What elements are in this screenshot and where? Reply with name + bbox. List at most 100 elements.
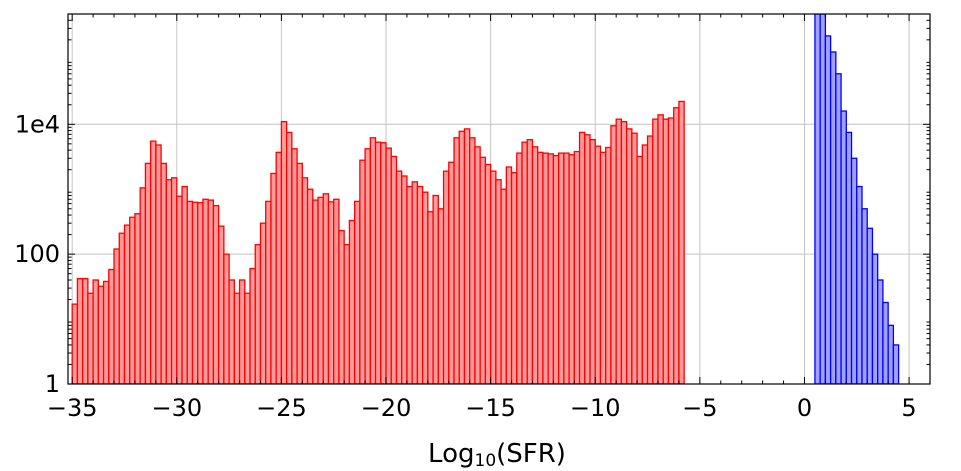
x-tick-label: 5 [901,394,916,422]
red-histogram-bar [484,163,492,384]
red-histogram-bar [469,137,476,384]
red-histogram-bar [584,134,591,384]
red-histogram-bar [620,120,628,384]
histogram-bars [71,14,900,384]
red-histogram-bar [531,146,539,384]
red-histogram-bar [265,200,272,384]
red-histogram-bar [275,151,283,384]
axis-ticks [68,14,931,385]
red-histogram-bar [411,181,419,384]
red-histogram-bar [678,100,685,384]
red-histogram-bar [526,139,534,384]
red-histogram-bar [280,120,288,384]
x-tick-label: −10 [570,394,621,422]
red-histogram-bar [170,177,178,384]
red-histogram-bar [217,225,225,384]
red-histogram-bar [270,172,277,384]
red-histogram-bar [615,118,623,384]
red-histogram-bar [406,185,413,384]
red-histogram-bar [317,196,324,384]
red-histogram-bar [233,292,241,384]
red-histogram-bar [416,185,424,384]
red-histogram-bar [458,130,466,384]
red-histogram-bar [594,145,602,384]
red-histogram-bar [144,162,152,384]
blue-histogram-bar [892,344,900,384]
red-histogram-bar [343,244,351,384]
red-histogram-bar [568,154,575,384]
blue-histogram-bar [882,301,889,384]
red-histogram-bar [353,200,361,384]
blue-histogram-bar [835,73,842,384]
red-histogram-bar [108,268,115,384]
red-histogram-bar [673,107,680,384]
blue-histogram-bar [814,14,821,384]
blue-histogram-bar [887,324,895,384]
red-histogram-bar [573,150,581,384]
red-histogram-bar [631,132,638,384]
red-histogram-bar [181,185,188,384]
blue-histogram-bar [871,253,879,384]
x-tick-label: −30 [151,394,202,422]
red-histogram-bar [254,244,262,384]
red-histogram-bar [563,152,570,384]
red-histogram-bar [291,148,298,384]
red-histogram-bar [322,193,330,384]
red-histogram-bar [102,280,110,384]
x-tick-label: 0 [797,394,812,422]
blue-histogram-bar [850,157,858,384]
red-histogram-bar [385,147,392,384]
red-histogram-bar [662,118,670,384]
red-histogram-bar [129,216,136,384]
red-histogram-bar [521,141,528,384]
red-histogram-bar [87,292,94,384]
red-histogram-bar [652,118,659,384]
red-histogram-bar [625,128,633,384]
red-histogram-bar [160,162,167,384]
tick-labels: −35 −30 −25 −20 −15 −10 −5 0 5 1 100 1e4 [14,110,917,422]
red-histogram-bar [139,187,147,384]
y-tick-label: 1 [45,370,60,398]
red-histogram-bar [228,279,235,384]
red-histogram-bar [552,154,560,384]
red-histogram-bar [92,279,99,384]
red-histogram-bar [123,224,131,384]
red-histogram-bar [421,191,429,384]
red-histogram-bar [312,199,319,384]
red-histogram-bar [537,151,544,384]
x-axis-label: Log10(SFR) [428,439,566,471]
red-histogram-bar [244,292,251,384]
red-histogram-bar [176,195,183,384]
red-histogram-bar [71,303,79,384]
x-tick-label: −15 [465,394,516,422]
x-tick-label: −35 [47,394,98,422]
blue-histogram-bar [824,35,832,384]
red-histogram-bar [505,166,513,384]
red-histogram-bar [589,139,596,384]
red-histogram-bar [542,152,549,384]
red-histogram-bar [202,198,209,384]
red-histogram-bar [489,170,497,384]
blue-histogram-bar [840,110,847,384]
blue-histogram-bar [861,208,868,384]
red-histogram-bar [249,267,256,384]
red-histogram-bar [395,170,403,384]
red-histogram-bar [97,285,105,384]
red-histogram-bar [186,200,194,384]
red-histogram-bar [401,175,408,384]
red-histogram-bar [259,222,267,384]
x-tick-label: −5 [682,394,717,422]
red-histogram-bar [495,179,502,384]
red-histogram-bar [516,152,523,384]
red-histogram-bar [197,202,204,384]
red-histogram-bar [191,201,199,384]
blue-histogram-bar [866,227,874,384]
red-histogram-bar [165,179,173,384]
red-histogram-bar [82,277,89,384]
red-histogram-bar [599,151,607,384]
y-tick-label: 100 [14,240,60,268]
red-histogram-bar [463,128,471,384]
red-histogram-bar [364,148,371,384]
red-histogram-bar [380,142,387,384]
